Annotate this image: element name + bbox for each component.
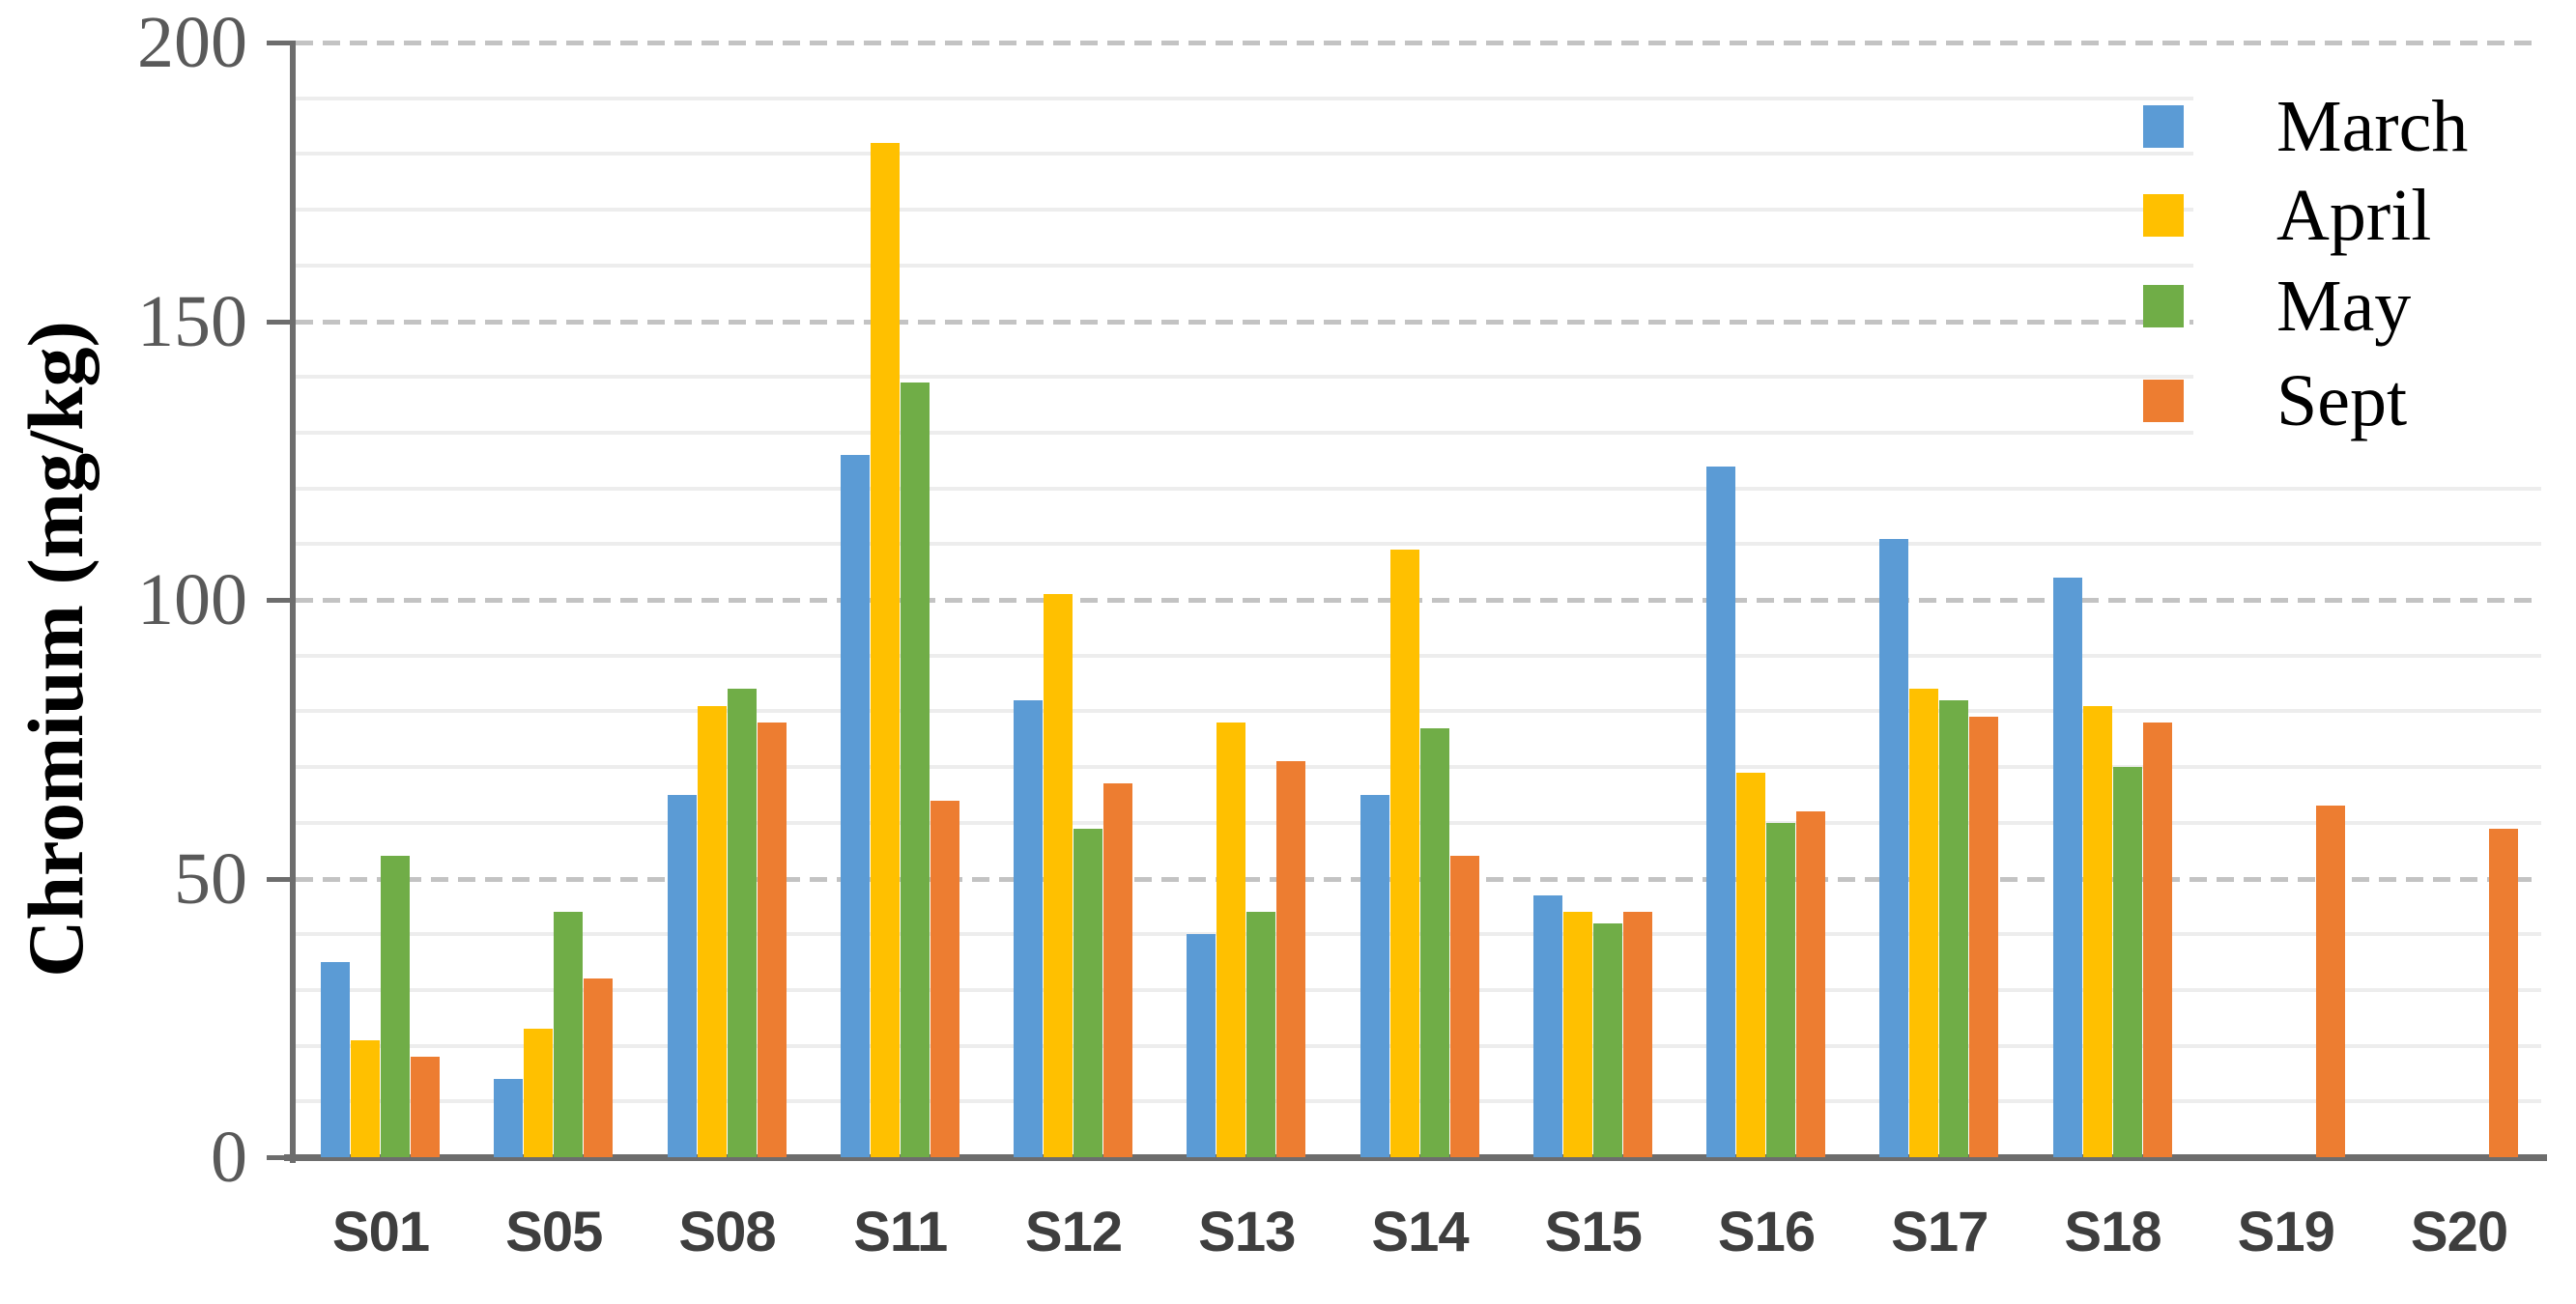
legend-label-march: March [2276,86,2469,167]
major-gridline [296,319,2541,325]
x-category-label-s08: S08 [678,1201,776,1263]
bar-may-s16 [1766,822,1795,1157]
bar-sept-s17 [1969,717,1999,1157]
x-category-label-s14: S14 [1371,1201,1469,1263]
bar-sept-s14 [1449,856,1479,1157]
bar-sept-s01 [411,1057,440,1157]
bar-april-s13 [1216,722,1246,1157]
y-tick-label: 150 [137,280,247,362]
legend-swatch-march [2143,105,2184,148]
bar-may-s13 [1246,912,1276,1157]
bar-march-s12 [1014,699,1043,1157]
bar-march-s05 [494,1079,524,1157]
legend-swatch-may [2143,285,2184,327]
bar-sept-s20 [2489,828,2518,1157]
bar-april-s15 [1562,912,1592,1157]
bar-march-s01 [321,962,350,1157]
bar-sept-s19 [2315,806,2345,1157]
major-gridline [296,41,2541,45]
x-category-label-s13: S13 [1198,1201,1296,1263]
bar-march-s17 [1879,538,1909,1157]
bar-april-s18 [2082,705,2112,1157]
bar-sept-s05 [584,978,614,1157]
bar-may-s01 [381,856,410,1157]
y-tick-label: 0 [211,1117,247,1198]
legend-label-may: May [2276,266,2412,347]
y-axis-tick [267,598,294,603]
bar-april-s14 [1389,550,1419,1157]
minor-gridline [296,96,2541,100]
legend-label-april: April [2276,175,2432,256]
bar-april-s17 [1909,689,1939,1157]
bar-march-s15 [1532,894,1562,1157]
bar-sept-s16 [1796,811,1825,1157]
bar-march-s14 [1360,794,1389,1157]
minor-gridline [296,430,2541,435]
bar-march-s13 [1187,934,1216,1157]
x-category-label-s01: S01 [331,1201,430,1263]
y-axis-title: Chromium (mg/kg) [12,321,100,978]
minor-gridline [296,152,2541,156]
x-category-label-s17: S17 [1891,1201,1989,1263]
x-category-label-s20: S20 [2410,1201,2508,1263]
bar-sept-s13 [1276,761,1306,1157]
bar-march-s16 [1706,466,1735,1157]
legend-background [2193,48,2576,464]
bar-april-s01 [351,1039,380,1157]
bar-sept-s08 [757,722,787,1157]
bar-march-s11 [840,454,870,1157]
legend-swatch-sept [2143,380,2184,422]
y-axis-tick [267,41,294,45]
x-category-label-s16: S16 [1717,1201,1816,1263]
bar-may-s18 [2112,767,2142,1157]
x-category-label-s05: S05 [505,1201,603,1263]
y-axis-tick [267,1155,294,1160]
y-tick-label: 50 [174,837,247,920]
legend-swatch-april [2143,194,2184,237]
minor-gridline [296,375,2541,380]
y-tick-label: 100 [137,559,247,640]
x-category-label-s18: S18 [2064,1201,2161,1263]
bar-may-s15 [1592,922,1622,1157]
bar-april-s11 [870,142,900,1157]
y-tick-label: 200 [137,2,247,83]
minor-gridline [296,208,2541,213]
bar-april-s12 [1044,594,1073,1157]
x-category-label-s11: S11 [853,1201,948,1263]
x-category-label-s19: S19 [2237,1201,2335,1263]
x-axis-line [284,1154,2547,1161]
x-category-label-s15: S15 [1544,1201,1643,1263]
bar-sept-s15 [1622,912,1652,1157]
minor-gridline [296,263,2541,268]
y-axis-tick [267,319,294,325]
bar-may-s14 [1419,727,1449,1157]
bar-may-s17 [1939,699,1969,1157]
bar-march-s08 [667,794,697,1157]
bar-sept-s18 [2142,722,2172,1157]
legend-label-sept: Sept [2276,360,2408,441]
bar-may-s08 [727,689,757,1157]
bar-april-s05 [524,1029,554,1157]
bar-march-s18 [2052,577,2082,1157]
bar-may-s05 [554,912,584,1157]
bar-may-s12 [1073,828,1102,1157]
bar-may-s11 [900,382,930,1157]
bar-april-s08 [697,705,727,1157]
bar-april-s16 [1736,772,1765,1157]
bar-sept-s12 [1103,783,1132,1157]
minor-gridline [296,486,2541,491]
bar-sept-s11 [930,800,959,1157]
x-category-label-s12: S12 [1024,1201,1123,1263]
minor-gridline [296,542,2541,547]
y-axis-tick [267,876,294,882]
